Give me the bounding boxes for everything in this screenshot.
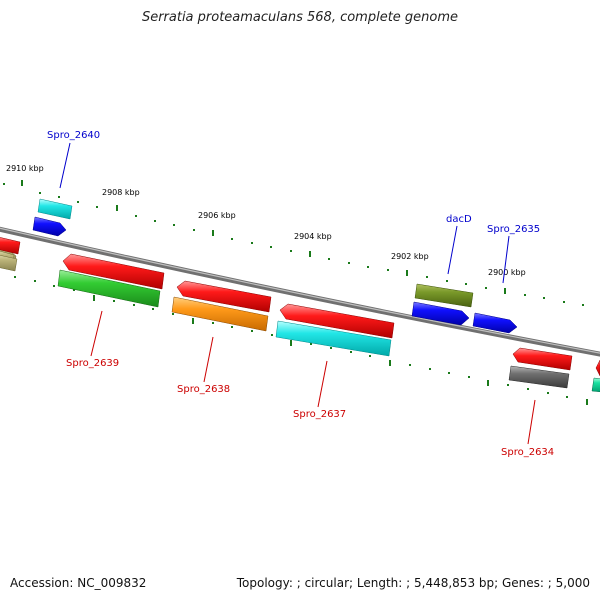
tick-label: 2908 kbp [102, 188, 140, 197]
tick-label: 2904 kbp [294, 232, 332, 241]
tick-ring-upper [3, 180, 584, 306]
gene-feature[interactable] [37, 198, 73, 220]
gene-feature[interactable] [279, 303, 395, 339]
length-value: 5,448,853 bp [406, 576, 494, 590]
gene-feature[interactable] [32, 216, 67, 237]
gene-label[interactable]: dacD [446, 214, 472, 225]
genome-summary: Topology: circularLength: 5,448,853 bpGe… [237, 576, 590, 590]
genes-value: 5,000 [548, 576, 590, 590]
gene-label[interactable]: Spro_2635 [487, 224, 540, 235]
label-leader-line [527, 399, 536, 445]
gene-feature[interactable] [0, 236, 21, 255]
label-leader-line [59, 142, 71, 189]
accession-value: NC_009832 [77, 576, 147, 590]
label-leader-line [203, 336, 214, 383]
gene-label[interactable]: Spro_2639 [66, 358, 119, 369]
tick-label: 2906 kbp [198, 211, 236, 220]
gene-feature[interactable] [275, 320, 392, 357]
topology-value: circular [297, 576, 349, 590]
length-label: Length: [356, 576, 403, 590]
tick-label: 2902 kbp [391, 252, 429, 261]
gene-feature[interactable] [176, 280, 272, 313]
gene-label[interactable]: Spro_2638 [177, 384, 230, 395]
tick-ring-lower [14, 276, 588, 405]
tick-label: 2910 kbp [6, 164, 44, 173]
label-leader-line [317, 360, 328, 408]
gene-feature[interactable] [171, 296, 269, 332]
gene-label[interactable]: Spro_2640 [47, 130, 100, 141]
gene-label[interactable]: Spro_2634 [501, 447, 554, 458]
gene-feature[interactable] [512, 347, 573, 371]
length-info: Length: 5,448,853 bp [349, 576, 494, 590]
label-leader-line [502, 235, 510, 284]
gene-feature[interactable] [62, 253, 165, 290]
gene-feature[interactable] [411, 301, 470, 326]
gene-feature[interactable] [414, 283, 474, 308]
label-leader-line [90, 310, 103, 357]
genome-backbone [0, 226, 600, 357]
gene-feature[interactable] [472, 312, 518, 334]
genes-label: Genes: [501, 576, 544, 590]
genes-info: Genes: 5,000 [494, 576, 590, 590]
map-title: Serratia proteamaculans 568, complete ge… [141, 10, 459, 25]
gene-feature[interactable] [0, 254, 18, 272]
label-leader-line [447, 225, 458, 275]
gene-feature[interactable] [57, 269, 161, 308]
gene-feature[interactable] [591, 377, 600, 393]
gene-label[interactable]: Spro_2637 [293, 409, 346, 420]
accession-label: Accession: [10, 576, 74, 590]
topology-info: Topology: circular [237, 576, 349, 590]
topology-label: Topology: [236, 576, 293, 590]
tick-label: 2900 kbp [488, 268, 526, 277]
gene-feature[interactable] [595, 359, 600, 377]
gene-feature[interactable] [508, 365, 570, 389]
accession-info: Accession: NC_009832 [10, 576, 146, 590]
